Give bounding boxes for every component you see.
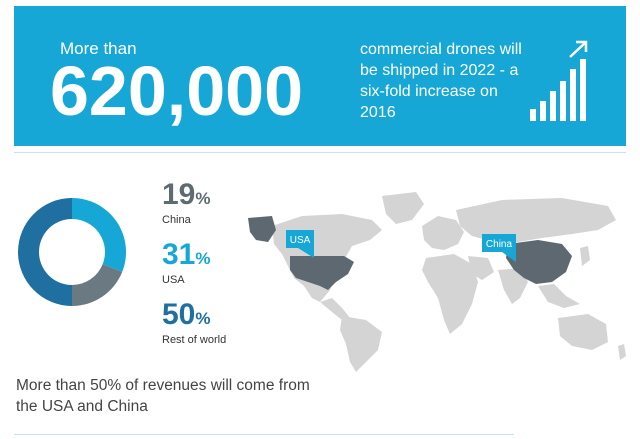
donut-slice-rest-of-world xyxy=(18,198,72,306)
revenue-donut-chart xyxy=(18,198,127,306)
map-callout-china-label: China xyxy=(486,239,513,250)
map-usa xyxy=(290,256,354,290)
map-africa xyxy=(422,254,478,334)
map-greenland xyxy=(382,192,424,224)
stat-china: 19% China xyxy=(162,178,211,227)
map-new-zealand xyxy=(618,344,626,360)
growth-bar-chart-icon xyxy=(530,40,588,121)
map-se-asia xyxy=(538,284,580,308)
map-australia xyxy=(558,314,608,350)
stat-usa-value: 31% xyxy=(162,238,211,271)
headline-banner: More than 620,000 commercial drones will… xyxy=(14,6,626,146)
map-middle-east xyxy=(468,256,494,280)
footnote: More than 50% of revenues will come from… xyxy=(16,377,310,415)
stat-row-label: Rest of world xyxy=(162,334,227,346)
map-india xyxy=(498,268,528,304)
map-callout-usa-label: USA xyxy=(290,235,311,246)
map-callout-china: China xyxy=(482,234,516,262)
map-china xyxy=(506,240,572,284)
map-callout-usa: USA xyxy=(286,230,314,258)
stat-rest-of-world: 50% Rest of world xyxy=(162,298,227,347)
stat-row-value: 50% xyxy=(162,298,211,331)
stat-usa: 31% USA xyxy=(162,238,211,287)
stat-china-label: China xyxy=(162,214,191,226)
donut-slice-china xyxy=(72,264,123,306)
divider-bottom xyxy=(14,434,514,435)
banner-description: commercial drones will be shipped in 202… xyxy=(360,41,522,121)
map-central-america xyxy=(320,298,350,320)
stat-usa-label: USA xyxy=(162,274,185,286)
banner-big-number: 620,000 xyxy=(50,52,304,130)
map-alaska xyxy=(248,216,276,242)
banner-pre-label: More than xyxy=(60,39,137,58)
map-russia xyxy=(456,198,616,242)
donut-slice-usa xyxy=(72,198,127,272)
world-map: USA China xyxy=(248,192,626,372)
map-south-america xyxy=(340,316,382,372)
stat-china-value: 19% xyxy=(162,178,211,211)
map-europe xyxy=(422,216,464,250)
map-japan xyxy=(580,246,590,266)
divider-top xyxy=(14,152,626,153)
